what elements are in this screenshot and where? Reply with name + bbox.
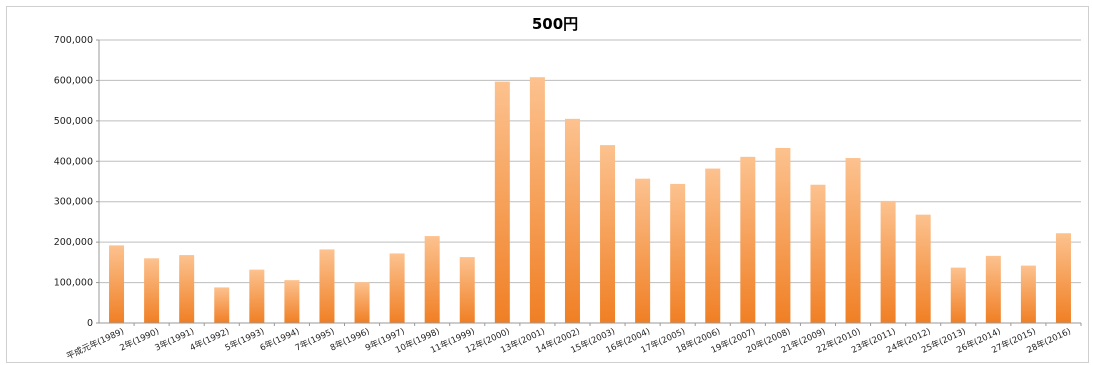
bar bbox=[179, 255, 195, 323]
y-tick-label: 0 bbox=[87, 318, 93, 329]
bar bbox=[354, 282, 370, 323]
bar bbox=[635, 178, 651, 323]
bar bbox=[670, 183, 686, 323]
bars bbox=[109, 77, 1071, 324]
x-tick-label: 平成元年(1989) bbox=[65, 326, 126, 362]
bar bbox=[564, 118, 580, 323]
bar bbox=[740, 156, 756, 323]
bar bbox=[214, 287, 230, 323]
gridlines bbox=[99, 39, 1081, 284]
bar bbox=[529, 77, 545, 324]
x-tick-label: 5年(1993) bbox=[223, 326, 266, 354]
bar bbox=[249, 269, 265, 323]
x-tick-label: 3年(1991) bbox=[153, 326, 196, 354]
bar bbox=[880, 200, 896, 323]
bar bbox=[319, 249, 335, 323]
bar bbox=[985, 255, 1001, 323]
y-tick-label: 500,000 bbox=[54, 116, 93, 127]
bar bbox=[1020, 265, 1036, 323]
bar bbox=[284, 280, 300, 323]
x-tick-label: 8年(1996) bbox=[328, 326, 371, 354]
bar bbox=[775, 147, 791, 323]
x-tick-label: 6年(1994) bbox=[258, 326, 301, 354]
x-tick-label: 2年(1990) bbox=[118, 326, 161, 354]
y-tick-label: 700,000 bbox=[54, 35, 93, 46]
y-tick-label: 200,000 bbox=[54, 237, 93, 248]
x-tick-label: 4年(1992) bbox=[188, 326, 231, 354]
y-axis: 0 100,000 200,000 300,000 400,000 500,000 600,… bbox=[54, 35, 100, 329]
bar bbox=[915, 214, 931, 323]
bar bbox=[600, 145, 616, 323]
bar bbox=[109, 245, 125, 323]
bar bbox=[845, 158, 861, 323]
y-tick-label: 600,000 bbox=[54, 75, 93, 86]
bar bbox=[144, 258, 160, 323]
bar bbox=[389, 253, 405, 323]
bar-chart: 500円 0 100,000 200,000 300,000 400,000 500,00… bbox=[54, 15, 1082, 362]
y-tick-label: 300,000 bbox=[54, 197, 93, 208]
bar bbox=[494, 81, 510, 324]
bar bbox=[950, 267, 966, 323]
y-tick-label: 100,000 bbox=[54, 278, 93, 289]
bar bbox=[1055, 233, 1071, 323]
x-tick-label: 7年(1995) bbox=[293, 326, 336, 354]
bar bbox=[459, 257, 475, 323]
x-axis: 平成元年(1989)2年(1990)3年(1991)4年(1992)5年(199… bbox=[65, 322, 1082, 362]
bar bbox=[705, 168, 721, 323]
chart-title: 500円 bbox=[532, 15, 578, 33]
y-tick-label: 400,000 bbox=[54, 156, 93, 167]
bar bbox=[424, 236, 440, 323]
bar bbox=[810, 184, 826, 323]
chart-frame: 500円 0 100,000 200,000 300,000 400,000 500,00… bbox=[6, 6, 1089, 363]
